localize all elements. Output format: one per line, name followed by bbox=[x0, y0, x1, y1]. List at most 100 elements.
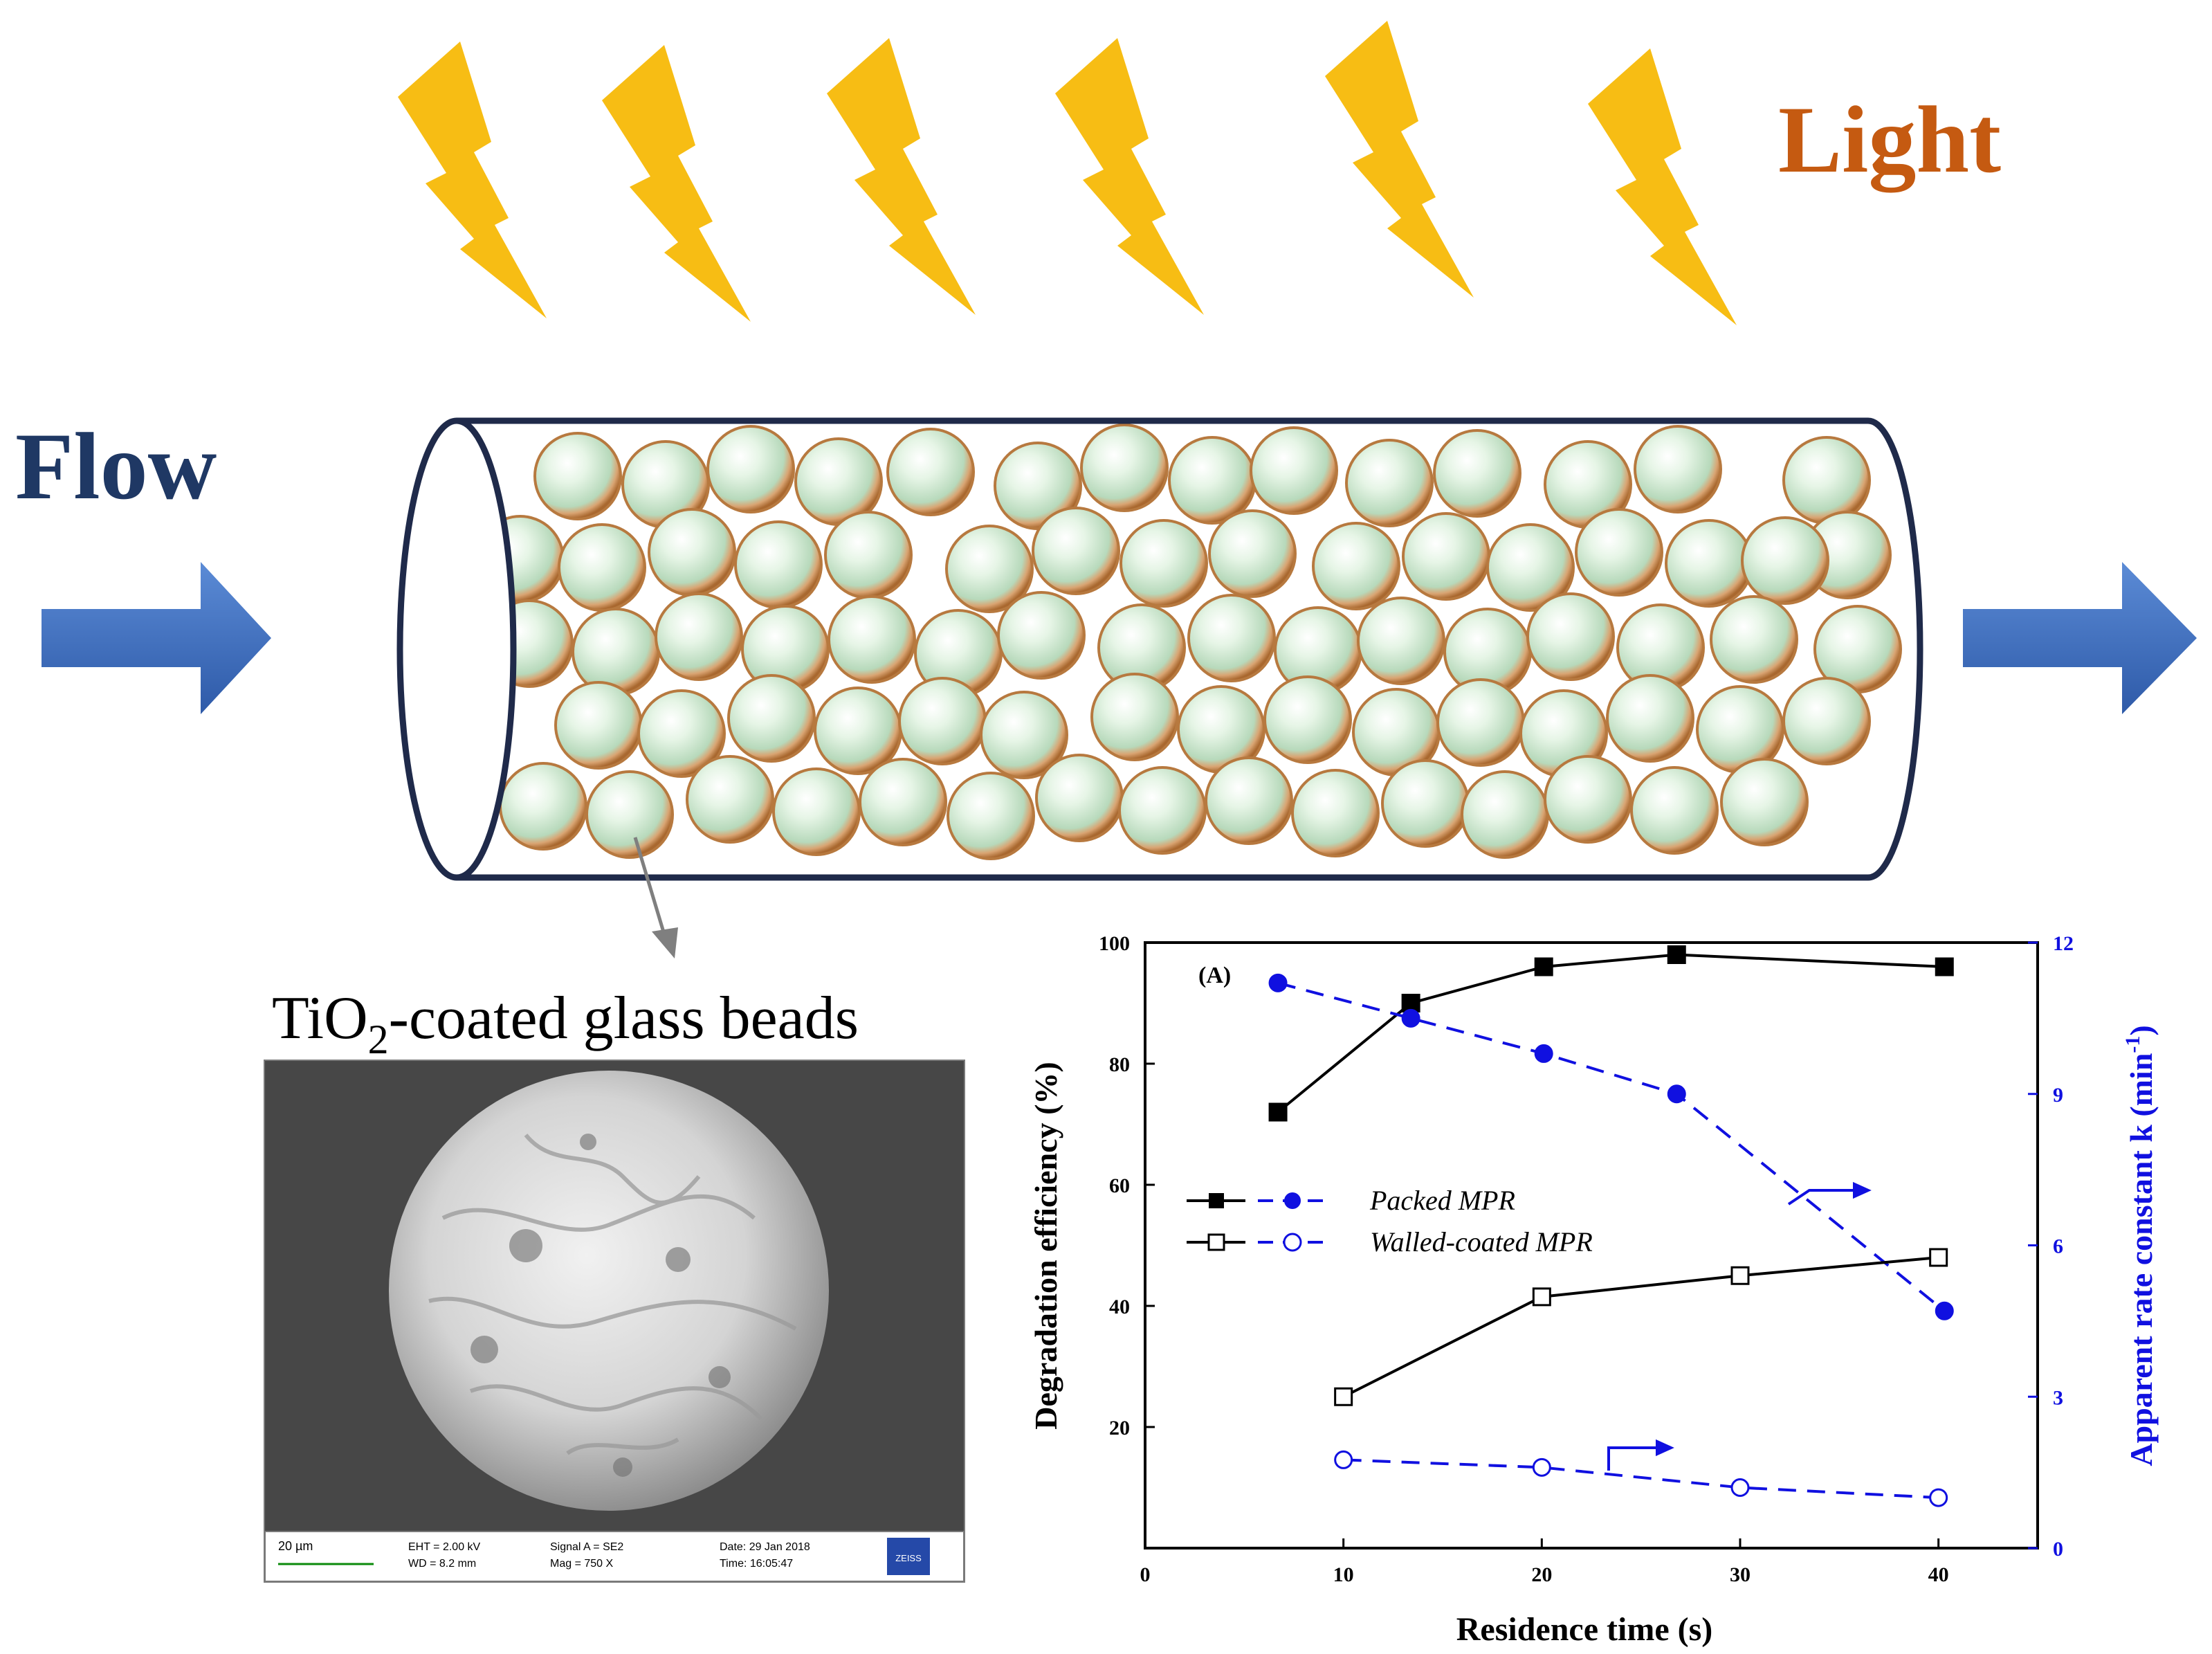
glass-bead bbox=[637, 689, 726, 778]
glass-bead bbox=[533, 432, 622, 520]
lightning-bolt-icon bbox=[1055, 38, 1204, 315]
data-point bbox=[1334, 1450, 1353, 1469]
glass-bead bbox=[1634, 425, 1722, 514]
data-point bbox=[1935, 1301, 1954, 1320]
glass-bead bbox=[1090, 673, 1179, 761]
data-point bbox=[1935, 957, 1954, 976]
glass-bead bbox=[980, 691, 1068, 779]
axis-indicator-arrow-packed bbox=[1787, 1181, 1872, 1206]
glass-bead bbox=[1250, 426, 1338, 515]
data-point bbox=[1730, 1266, 1750, 1285]
outlet-arrow bbox=[1963, 562, 2197, 714]
chart-series bbox=[1268, 945, 1954, 1507]
glass-bead bbox=[554, 681, 643, 770]
glass-bead bbox=[828, 595, 916, 684]
glass-bead bbox=[1208, 509, 1297, 598]
glass-bead bbox=[1263, 675, 1352, 764]
glass-bead bbox=[1357, 597, 1445, 685]
inlet-arrow bbox=[42, 562, 271, 714]
lightning-bolt-icon bbox=[1325, 21, 1474, 298]
data-point bbox=[1929, 1248, 1948, 1267]
glass-bead bbox=[859, 758, 947, 846]
glass-bead bbox=[824, 511, 913, 599]
sem-eht: EHT = 2.00 kV bbox=[408, 1541, 481, 1553]
sem-date: Date: 29 Jan 2018 bbox=[720, 1541, 810, 1553]
data-point bbox=[1532, 1457, 1551, 1477]
flow-label: Flow bbox=[15, 413, 217, 519]
glass-bead bbox=[1665, 519, 1753, 608]
glass-bead bbox=[1187, 594, 1276, 682]
glass-bead bbox=[1461, 770, 1549, 859]
glass-bead bbox=[1710, 595, 1798, 684]
glass-bead bbox=[499, 762, 587, 851]
series-line bbox=[1342, 1256, 1939, 1399]
glass-bead bbox=[898, 677, 987, 765]
glass-bead bbox=[1782, 436, 1871, 525]
glass-bead bbox=[734, 520, 823, 609]
y-right-tick-label: 9 bbox=[2053, 1084, 2063, 1107]
glass-bead bbox=[1782, 677, 1871, 765]
series-line bbox=[1277, 953, 1945, 1114]
glass-bead bbox=[1119, 519, 1208, 608]
data-point bbox=[1667, 1084, 1686, 1104]
y-left-tick-label: 80 bbox=[1109, 1053, 1130, 1076]
chart-legend: Packed MPR Walled-coated MPR bbox=[1187, 1185, 1593, 1257]
glass-bead bbox=[1345, 439, 1434, 527]
y-right-tick-label: 6 bbox=[2053, 1235, 2063, 1258]
axis-indicator-arrow-walled bbox=[1607, 1439, 1674, 1471]
sem-wd: WD = 8.2 mm bbox=[408, 1558, 476, 1570]
glass-bead bbox=[1544, 755, 1632, 844]
glass-bead bbox=[1402, 512, 1490, 601]
data-point bbox=[1401, 1008, 1420, 1028]
lightning-bolt-icon bbox=[398, 42, 547, 318]
glass-bead bbox=[1168, 436, 1256, 525]
glass-bead bbox=[997, 591, 1086, 680]
glass-bead bbox=[727, 674, 816, 763]
y-right-tick-label: 0 bbox=[2053, 1538, 2063, 1561]
glass-bead bbox=[1630, 766, 1719, 855]
sem-mag: Mag = 750 X bbox=[550, 1558, 614, 1570]
glass-bead bbox=[1312, 522, 1400, 610]
glass-bead bbox=[1032, 507, 1120, 595]
bead-packing bbox=[476, 424, 1902, 860]
glass-bead bbox=[1606, 674, 1694, 763]
chart-ylabel-left: Degradation efficiency (%) bbox=[1028, 1062, 1063, 1429]
glass-bead bbox=[655, 592, 743, 681]
light-label: Light bbox=[1778, 87, 2001, 192]
glass-bead bbox=[1118, 766, 1207, 855]
data-point bbox=[1534, 1044, 1553, 1063]
lightning-bolt-icon bbox=[602, 45, 751, 322]
chart-xlabel: Residence time (s) bbox=[1456, 1611, 1713, 1648]
legend-label-packed: Packed MPR bbox=[1369, 1185, 1515, 1216]
data-point bbox=[1268, 973, 1288, 992]
chart-ylabel-right: Apparent rate constant k (min-1) bbox=[2121, 1025, 2159, 1466]
packed-tube bbox=[396, 417, 1923, 881]
glass-bead bbox=[1720, 758, 1809, 846]
chart-panel-label: (A) bbox=[1198, 963, 1231, 988]
glass-bead bbox=[772, 767, 861, 856]
glass-bead bbox=[1035, 754, 1124, 842]
glass-bead bbox=[947, 772, 1035, 860]
data-point bbox=[1667, 945, 1686, 964]
glass-bead bbox=[558, 523, 646, 612]
glass-bead bbox=[1526, 592, 1615, 681]
y-left-tick-label: 20 bbox=[1109, 1417, 1130, 1439]
x-tick-label: 0 bbox=[1140, 1563, 1151, 1586]
glass-bead bbox=[1436, 678, 1525, 767]
y-left-tick-label: 100 bbox=[1099, 932, 1130, 955]
glass-bead bbox=[945, 525, 1034, 613]
x-tick-label: 30 bbox=[1730, 1563, 1751, 1586]
glass-bead bbox=[1205, 756, 1293, 845]
glass-bead bbox=[1381, 759, 1470, 848]
lightning-bolt-icon bbox=[1588, 48, 1737, 325]
glass-bead bbox=[1080, 424, 1169, 512]
legend-label-walled: Walled-coated MPR bbox=[1370, 1226, 1593, 1257]
chart-axes: 0 10 20 30 40 20 40 60 80 100 0 3 6 9 12 bbox=[1099, 932, 2074, 1586]
zeiss-logo bbox=[887, 1538, 930, 1575]
y-left-tick-label: 60 bbox=[1109, 1174, 1130, 1197]
y-right-tick-label: 3 bbox=[2053, 1386, 2063, 1409]
glass-bead bbox=[1291, 769, 1380, 857]
glass-bead bbox=[706, 425, 795, 514]
light-bolts bbox=[398, 21, 1737, 325]
y-left-tick-label: 40 bbox=[1109, 1296, 1130, 1318]
